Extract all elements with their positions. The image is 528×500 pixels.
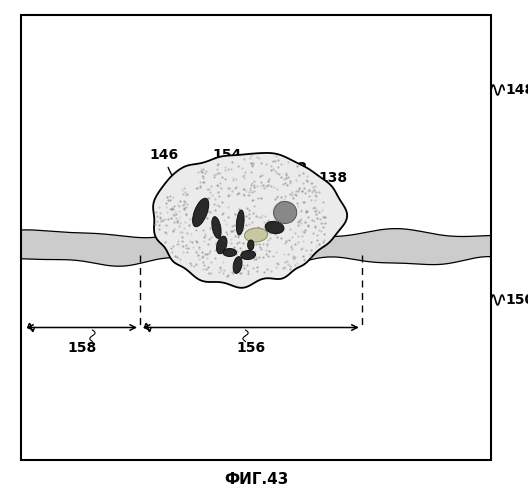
Text: 148: 148 — [506, 83, 528, 97]
Bar — [21, 15, 491, 460]
Text: 152: 152 — [278, 160, 308, 200]
Text: 156: 156 — [236, 340, 266, 354]
Ellipse shape — [193, 198, 209, 226]
Text: 158: 158 — [67, 340, 97, 354]
Polygon shape — [153, 153, 347, 288]
Polygon shape — [21, 228, 491, 266]
Ellipse shape — [237, 210, 244, 235]
Text: 138: 138 — [311, 170, 347, 214]
Ellipse shape — [274, 202, 297, 224]
Text: ФИГ.43: ФИГ.43 — [224, 472, 288, 488]
Ellipse shape — [265, 222, 284, 234]
Ellipse shape — [216, 236, 227, 254]
Ellipse shape — [248, 240, 254, 250]
Ellipse shape — [223, 248, 237, 256]
Text: 154: 154 — [212, 148, 242, 196]
Ellipse shape — [212, 216, 221, 238]
Text: 146: 146 — [149, 148, 195, 204]
Ellipse shape — [241, 250, 256, 260]
Ellipse shape — [233, 256, 242, 274]
Text: 150: 150 — [506, 293, 528, 307]
Ellipse shape — [244, 228, 268, 242]
